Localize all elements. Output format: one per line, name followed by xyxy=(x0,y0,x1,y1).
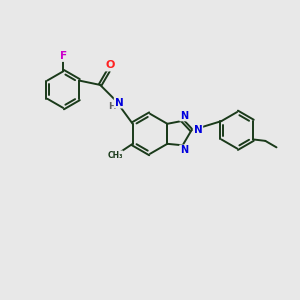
Text: N: N xyxy=(180,110,188,121)
Text: CH₃: CH₃ xyxy=(107,151,123,160)
Text: N: N xyxy=(194,125,202,135)
Text: F: F xyxy=(60,51,67,61)
Text: H: H xyxy=(108,102,116,111)
Text: N: N xyxy=(180,145,188,155)
Text: O: O xyxy=(105,61,115,70)
Text: N: N xyxy=(115,98,123,108)
